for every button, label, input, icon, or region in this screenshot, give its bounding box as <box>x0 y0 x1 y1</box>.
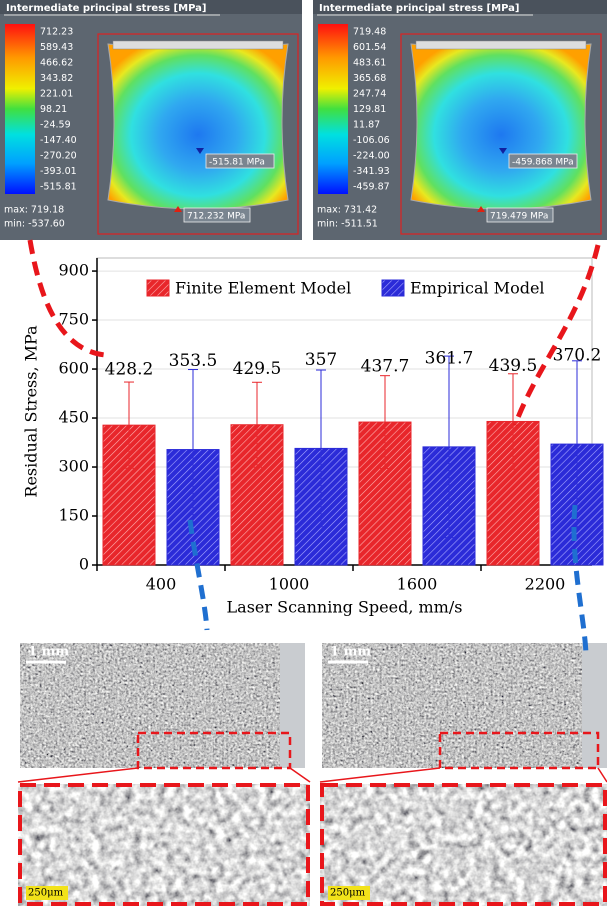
legend-label: Empirical Model <box>410 279 545 298</box>
y-tick-label: 600 <box>58 359 89 378</box>
x-tick-label: 2200 <box>525 575 566 594</box>
x-tick-label: 1000 <box>269 575 310 594</box>
scale-label: 11.87 <box>353 120 380 131</box>
scale-label: 247.74 <box>353 89 386 100</box>
color-bar <box>318 24 348 194</box>
value-label: 439.5 <box>489 356 538 376</box>
stress-field <box>108 44 288 209</box>
scale-label: -393.01 <box>40 166 77 177</box>
micrograph-edge <box>582 643 607 768</box>
value-label: 370.2 <box>553 346 602 366</box>
x-axis-title: Laser Scanning Speed, mm/s <box>227 598 463 617</box>
x-tick-label: 400 <box>146 575 177 594</box>
scale-label: 129.81 <box>353 104 386 115</box>
fea-panels: Intermediate principal stress [MPa] 712.2… <box>0 0 607 240</box>
scale-label: -459.87 <box>353 182 390 193</box>
y-tick-label: 750 <box>58 310 89 329</box>
value-label: 361.7 <box>425 348 474 368</box>
scale-label: 601.54 <box>353 42 386 53</box>
value-label: 428.2 <box>105 360 154 380</box>
scale-label: 719.48 <box>353 27 386 38</box>
scale-label: 483.61 <box>353 58 386 69</box>
arrow-red <box>30 240 105 355</box>
min-label: min: -511.51 <box>317 219 378 230</box>
value-label: 357 <box>305 350 337 370</box>
y-tick-label: 150 <box>58 506 89 525</box>
max-label: max: 731.42 <box>317 205 377 216</box>
figure: Intermediate principal stress [MPa] 712.2… <box>0 0 607 906</box>
scale-label: 221.01 <box>40 89 73 100</box>
panel-title: Intermediate principal stress [MPa] <box>319 3 519 14</box>
scale-label: -270.20 <box>40 151 77 162</box>
scale-label: 1 mm <box>28 645 69 660</box>
y-tick-label: 450 <box>58 408 89 427</box>
scale-label: -515.81 <box>40 182 77 193</box>
legend-swatch <box>382 280 404 296</box>
value-label: 429.5 <box>233 359 282 379</box>
scale-label: 365.68 <box>353 73 386 84</box>
y-tick-label: 300 <box>58 457 89 476</box>
y-axis-title: Residual Stress, MPa <box>22 325 41 498</box>
color-bar <box>5 24 35 194</box>
scale-label: -106.06 <box>353 135 390 146</box>
probe-bar <box>113 41 283 49</box>
scale-label: 1 mm <box>330 645 371 660</box>
y-tick-label: 0 <box>79 555 89 574</box>
legend-label: Finite Element Model <box>175 279 351 298</box>
x-tick-label: 1600 <box>397 575 438 594</box>
fea-panel: Intermediate principal stress [MPa] 719.4… <box>313 0 607 240</box>
probe-max-label: 712.232 MPa <box>187 212 245 222</box>
y-tick-label: 900 <box>58 261 89 280</box>
scale-label: -341.93 <box>353 166 390 177</box>
scale-label: 466.62 <box>40 58 73 69</box>
scale-label: 589.43 <box>40 42 73 53</box>
stress-field <box>411 44 591 209</box>
zoom-scale-label: 250μm <box>28 888 64 899</box>
panel-title: Intermediate principal stress [MPa] <box>6 3 206 14</box>
chart: 0 150 300 450 600 750 900 400 428.2 353.5 1000 429.… <box>22 258 604 617</box>
scale-label: 98.21 <box>40 104 67 115</box>
zoom-line <box>18 768 138 782</box>
value-label: 353.5 <box>169 351 218 371</box>
micrographs: 1 mm 250μm 1 mm 250μm <box>18 643 607 906</box>
zoom-line <box>598 768 607 782</box>
scale-label: -224.00 <box>353 151 390 162</box>
scale-label: -147.40 <box>40 135 77 146</box>
value-label: 437.7 <box>361 357 410 377</box>
probe-max-label: 719.479 MPa <box>490 212 548 222</box>
scale-label: 712.23 <box>40 27 73 38</box>
fea-panel: Intermediate principal stress [MPa] 712.2… <box>0 0 302 240</box>
scale-label: -24.59 <box>40 120 71 131</box>
min-label: min: -537.60 <box>4 219 65 230</box>
scale-label: 343.82 <box>40 73 73 84</box>
probe-min-label: -459.868 MPa <box>512 158 574 168</box>
micrograph-edge <box>280 643 305 768</box>
legend-swatch <box>147 280 169 296</box>
zoom-line <box>320 768 440 782</box>
zoom-line <box>290 768 310 782</box>
zoom-scale-label: 250μm <box>330 888 366 899</box>
probe-bar <box>416 41 586 49</box>
probe-min-label: -515.81 MPa <box>209 158 265 168</box>
max-label: max: 719.18 <box>4 205 64 216</box>
